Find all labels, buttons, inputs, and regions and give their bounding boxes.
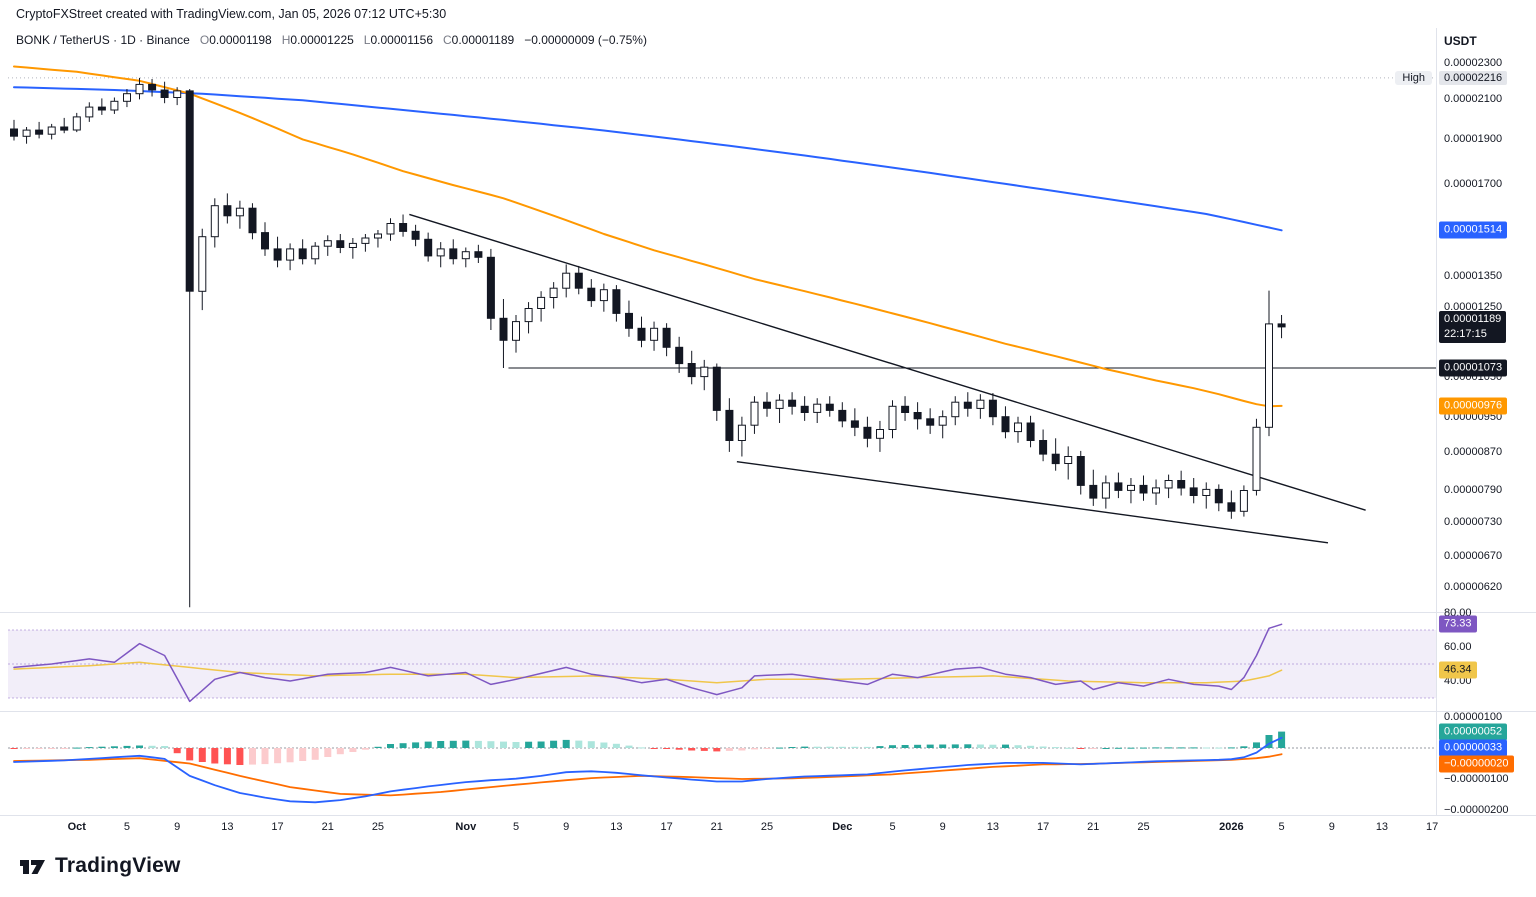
- ohlc-high: H0.00001225: [281, 33, 354, 47]
- attribution-line: CryptoFXStreet created with TradingView.…: [16, 7, 447, 21]
- chart-canvas[interactable]: [0, 0, 1536, 817]
- ohlc-close: C0.00001189: [443, 33, 515, 47]
- tradingview-logo[interactable]: TradingView: [18, 851, 181, 881]
- time-axis[interactable]: [0, 816, 1436, 842]
- ohlc-open: O0.00001198: [199, 33, 272, 47]
- change-value: −0.00000009 (−0.75%): [524, 33, 647, 47]
- tradingview-logo-text: TradingView: [55, 854, 181, 877]
- ohlc-low: L0.00001156: [363, 33, 433, 47]
- tradingview-logo-mark: [20, 860, 45, 874]
- symbol-legend: BONK / TetherUS · 1D · Binance O0.000011…: [16, 33, 647, 47]
- symbol-title[interactable]: BONK / TetherUS · 1D · Binance: [16, 33, 190, 47]
- price-axis[interactable]: [1437, 28, 1536, 816]
